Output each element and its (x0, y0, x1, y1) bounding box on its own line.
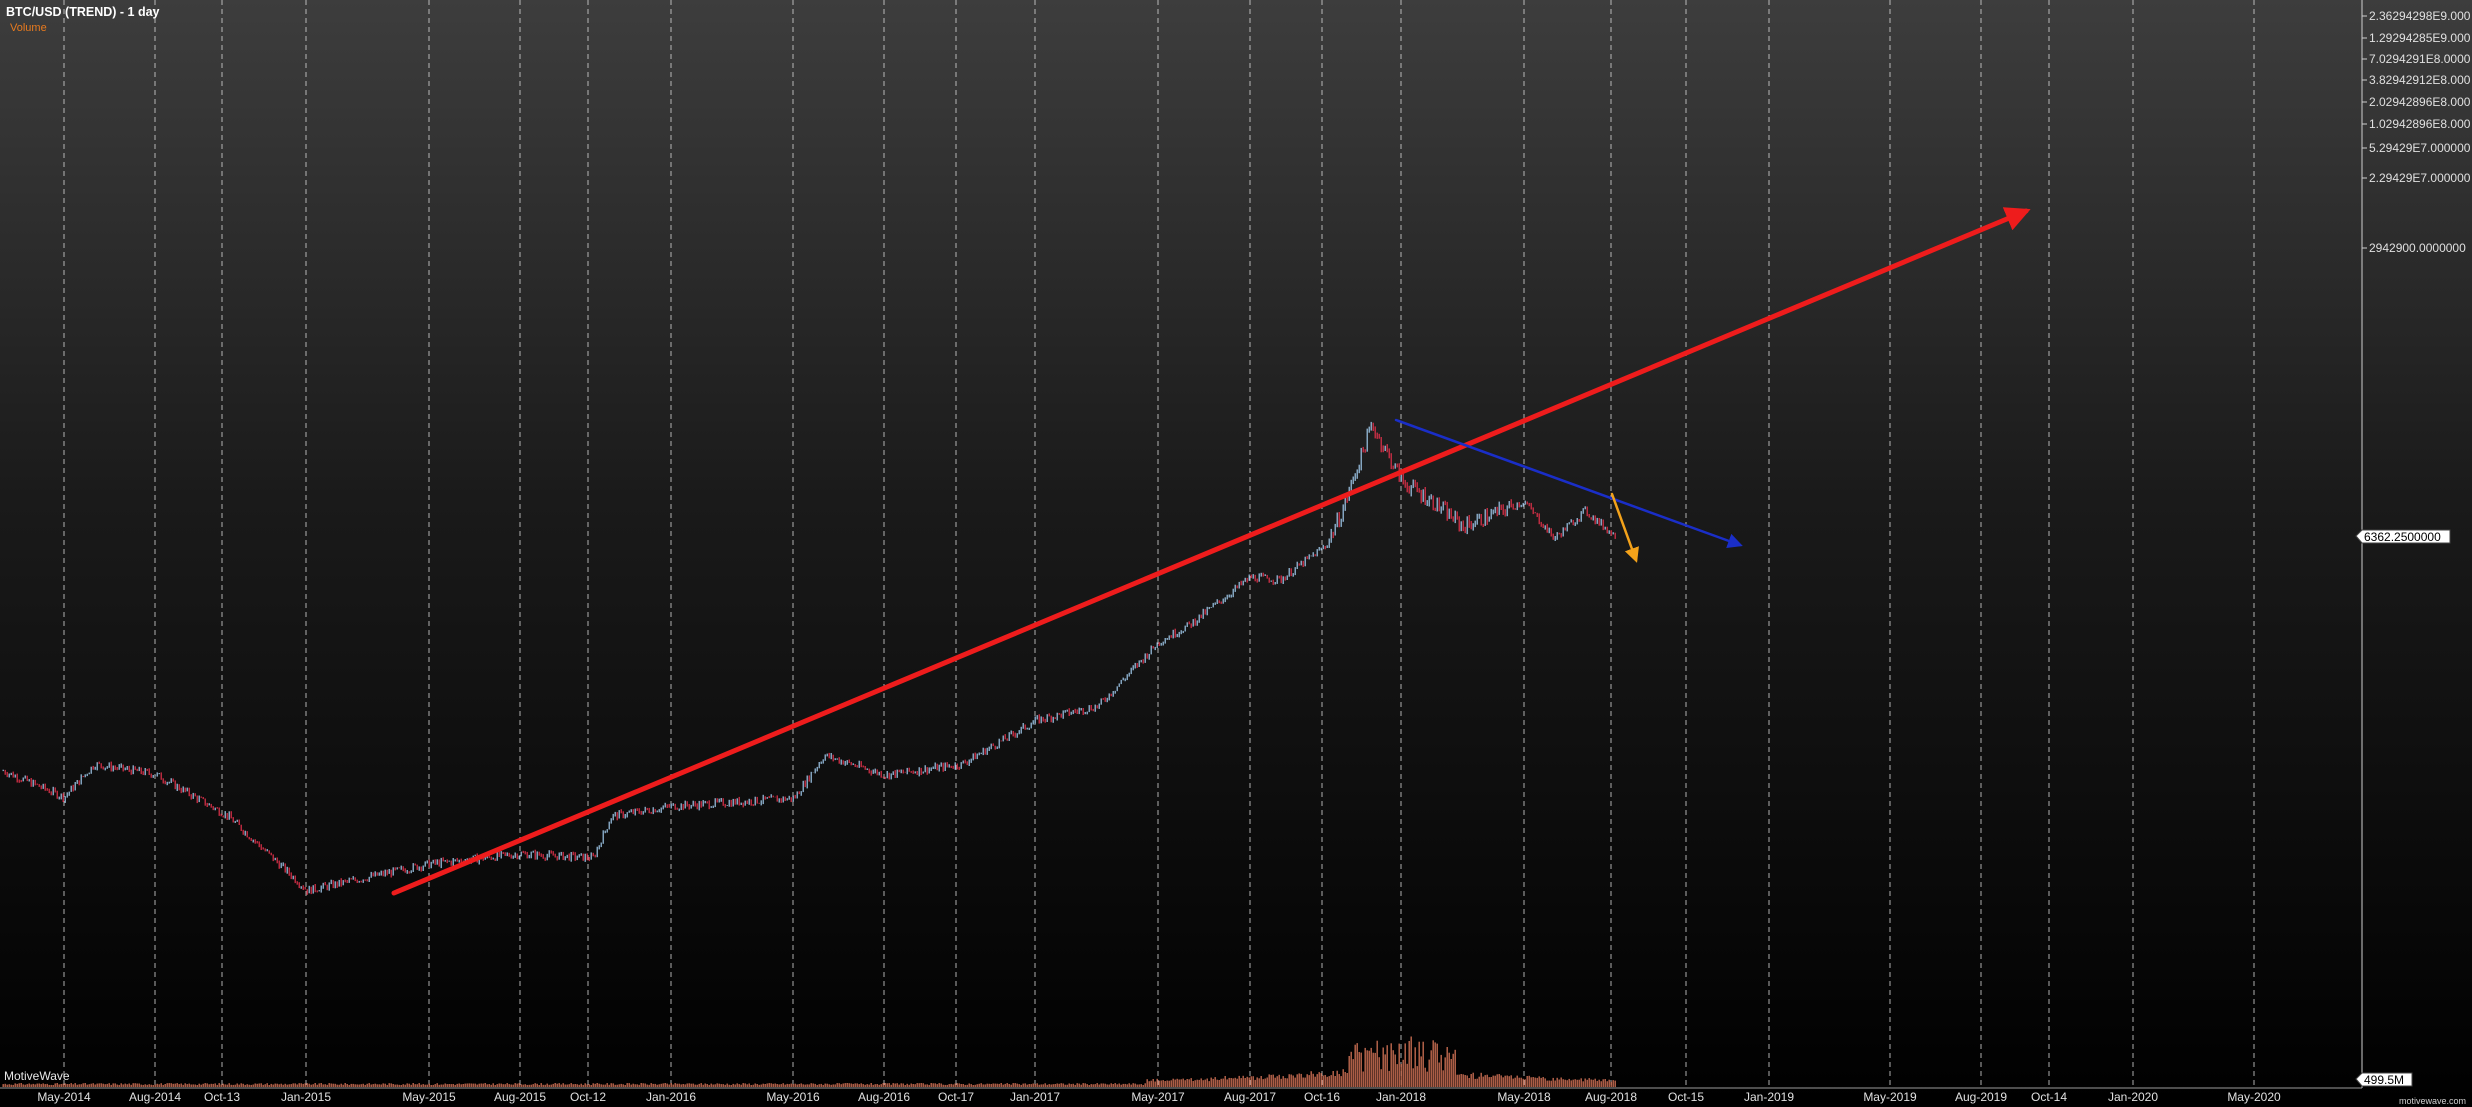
y-tick-label: 2.29429E7.000000 (2369, 171, 2471, 185)
current-price-badge: 6362.2500000 (2355, 529, 2451, 544)
y-tick-label: 3.82942912E8.000 (2369, 73, 2471, 87)
x-tick-label: Aug-2019 (1955, 1090, 2007, 1104)
x-tick-label: May-2019 (1863, 1090, 1917, 1104)
watermark: MotiveWave (4, 1069, 70, 1083)
grid-layer (63, 0, 2255, 1088)
x-tick-label: Aug-2016 (858, 1090, 910, 1104)
x-tick-label: Jan-2018 (1376, 1090, 1426, 1104)
x-tick-label: Jan-2019 (1744, 1090, 1794, 1104)
y-tick-label: 2.02942896E8.000 (2369, 95, 2471, 109)
site-credit: motivewave.com (2399, 1096, 2466, 1106)
x-tick-label: May-2018 (1497, 1090, 1551, 1104)
volume-label: Volume (10, 22, 47, 34)
x-tick-label: May-2015 (402, 1090, 456, 1104)
volume-value: 499.5M (2364, 1073, 2404, 1087)
trend-line-blue[interactable] (1394, 418, 1743, 548)
x-tick-label: May-2014 (37, 1090, 91, 1104)
x-tick-label: Aug-2018 (1585, 1090, 1637, 1104)
x-tick-label: Aug-2017 (1224, 1090, 1276, 1104)
trend-layer (391, 207, 2031, 896)
volume-layer (2, 1036, 1616, 1087)
x-tick-label: Aug-2015 (494, 1090, 546, 1104)
current-price-value: 6362.2500000 (2364, 530, 2441, 544)
y-tick-label: 2.36294298E9.000 (2369, 9, 2471, 23)
time-axis: May-2014 Aug-2014 Oct-13 Jan-2015 May-2015 Au… (37, 1090, 2281, 1104)
y-tick-label: 5.29429E7.000000 (2369, 141, 2471, 155)
candle-layer (2, 421, 1616, 895)
x-tick-label: Oct-15 (1668, 1090, 1704, 1104)
x-tick-label: May-2016 (766, 1090, 820, 1104)
x-tick-label: Oct-14 (2031, 1090, 2067, 1104)
x-tick-label: Oct-16 (1304, 1090, 1340, 1104)
trend-line-orange[interactable] (1610, 492, 1639, 563)
y-tick-label: 1.29294285E9.000 (2369, 31, 2471, 45)
x-tick-label: Aug-2014 (129, 1090, 181, 1104)
x-tick-label: Jan-2015 (281, 1090, 331, 1104)
x-tick-label: Oct-12 (570, 1090, 606, 1104)
x-tick-label: Jan-2020 (2108, 1090, 2158, 1104)
x-tick-label: May-2017 (1131, 1090, 1185, 1104)
trend-line-red[interactable] (391, 207, 2031, 896)
x-tick-label: May-2020 (2227, 1090, 2281, 1104)
x-tick-label: Jan-2017 (1010, 1090, 1060, 1104)
y-tick-label: 1.02942896E8.000 (2369, 117, 2471, 131)
chart-title: BTC/USD (TREND) - 1 day (6, 5, 160, 19)
volume-badge: 499.5M (2355, 1072, 2413, 1087)
price-axis: 2.36294298E9.000 1.29294285E9.000 7.029429… (2362, 9, 2471, 255)
y-tick-label: 2942900.0000000 (2369, 241, 2466, 255)
x-tick-label: Jan-2016 (646, 1090, 696, 1104)
x-tick-label: Oct-13 (204, 1090, 240, 1104)
x-tick-label: Oct-17 (938, 1090, 974, 1104)
y-tick-label: 7.0294291E8.0000 (2369, 52, 2471, 66)
